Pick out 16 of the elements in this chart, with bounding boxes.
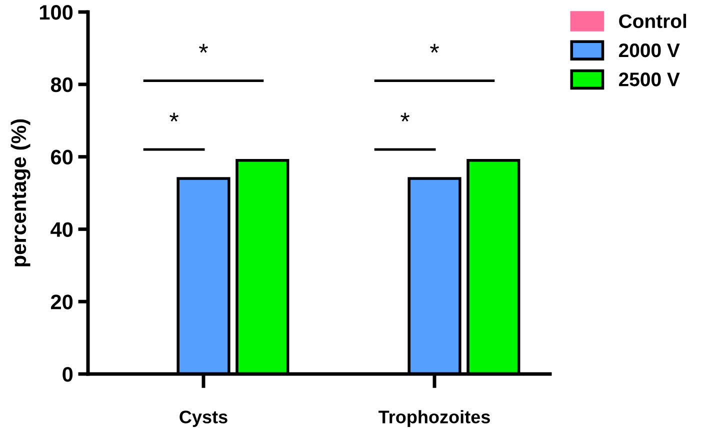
y-tick-label: 100 bbox=[40, 5, 73, 20]
annotation: * bbox=[430, 44, 439, 53]
annotation: * bbox=[170, 112, 179, 122]
legend-label: 2500 V bbox=[618, 72, 680, 86]
legend-label: Control bbox=[619, 14, 686, 28]
annotation: * bbox=[199, 44, 208, 53]
y-tick-label: 60 bbox=[51, 150, 73, 165]
y-tick-label: 80 bbox=[50, 77, 73, 92]
x-tick-label: Cysts bbox=[180, 410, 228, 427]
legend-label: 2000 V bbox=[618, 43, 680, 58]
y-tick-label: 20 bbox=[50, 294, 73, 310]
y-axis-title: percentage (%) bbox=[10, 119, 30, 266]
annotation: * bbox=[400, 112, 410, 122]
x-tick-label: Trophozoites bbox=[378, 410, 490, 427]
y-tick-label: 40 bbox=[50, 222, 73, 237]
y-tick-label: 0 bbox=[62, 367, 73, 382]
